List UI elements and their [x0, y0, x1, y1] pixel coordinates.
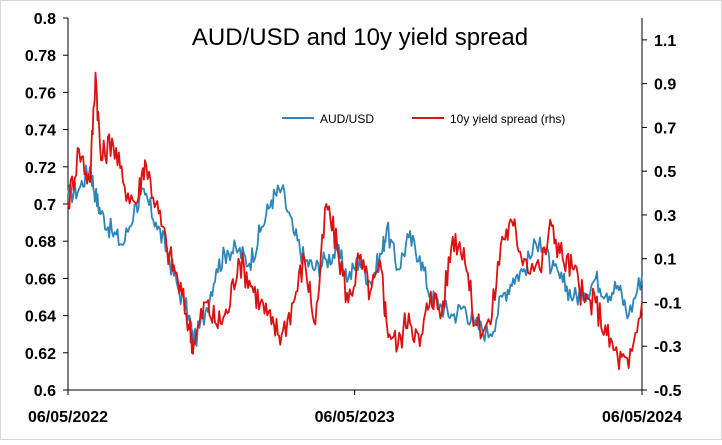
- y-left-tick-label: 0.6: [34, 383, 56, 400]
- y-right-tick-label: 0.1: [654, 252, 676, 269]
- y-right-tick-label: -0.5: [654, 383, 682, 400]
- y-left-tick-label: 0.64: [25, 309, 56, 326]
- x-tick-label: 06/05/2024: [602, 409, 682, 426]
- y-left-tick-label: 0.7: [34, 197, 56, 214]
- y-left-tick-label: 0.62: [25, 346, 56, 363]
- y-left-tick-label: 0.66: [25, 271, 56, 288]
- y-right-tick-label: -0.3: [654, 339, 682, 356]
- x-tick-label: 06/05/2023: [315, 409, 395, 426]
- x-tick-label: 06/05/2022: [28, 409, 108, 426]
- y-left-tick-label: 0.8: [34, 11, 56, 28]
- y-right-tick-label: 0.3: [654, 208, 676, 225]
- y-right-tick-label: 1.1: [654, 33, 676, 50]
- y-right-tick-label: 0.9: [654, 77, 676, 94]
- legend-label: 10y yield spread (rhs): [450, 112, 565, 126]
- y-right-tick-label: -0.1: [654, 295, 682, 312]
- y-left-tick-label: 0.76: [25, 85, 56, 102]
- y-left-tick-label: 0.78: [25, 48, 56, 65]
- legend-label: AUD/USD: [320, 112, 374, 126]
- y-right-tick-label: 0.7: [654, 120, 676, 137]
- chart-title: AUD/USD and 10y yield spread: [192, 24, 528, 51]
- y-left-tick-label: 0.74: [25, 123, 56, 140]
- y-right-tick-label: 0.5: [654, 164, 676, 181]
- y-left-tick-label: 0.68: [25, 234, 56, 251]
- y-left-tick-label: 0.72: [25, 160, 56, 177]
- series-line-yield-spread: [67, 71, 643, 371]
